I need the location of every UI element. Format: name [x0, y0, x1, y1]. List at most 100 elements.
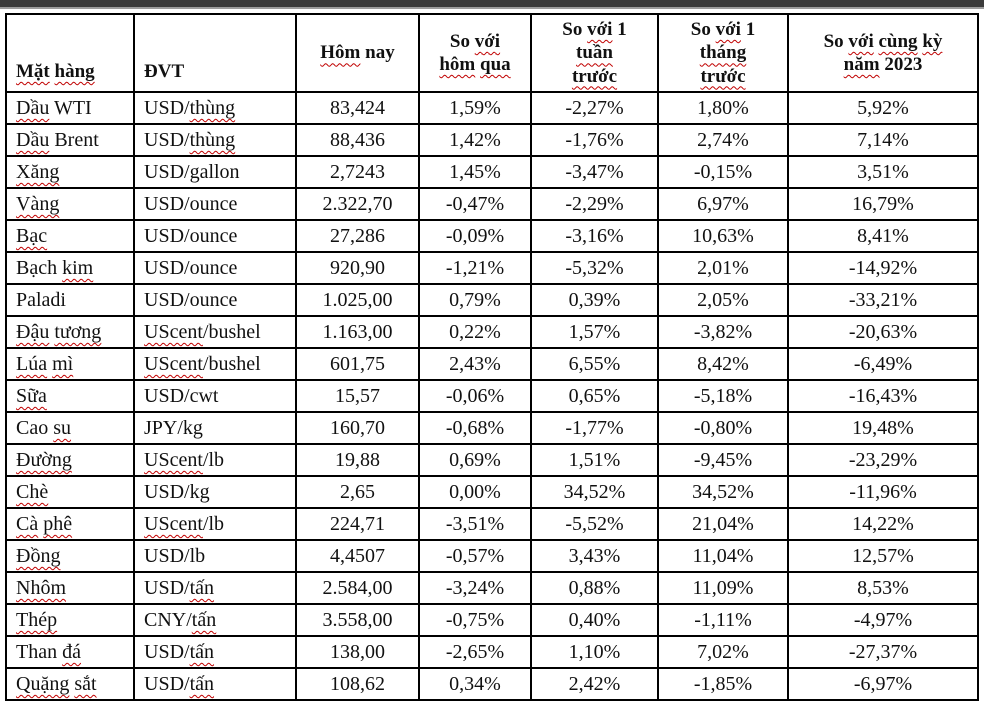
window-top-bar	[0, 0, 984, 9]
spellcheck-underline: thùng	[189, 97, 236, 119]
cell-vs_yesterday: -0,57%	[418, 539, 532, 573]
spellcheck-underline: tháng	[699, 42, 747, 64]
cell-vs_month: 2,05%	[657, 283, 789, 317]
cell-name: Sữa	[5, 379, 135, 413]
cell-unit: USD/kg	[133, 475, 297, 509]
cell-unit: USD/tấn	[133, 667, 297, 701]
cell-name: Cà phê	[5, 507, 135, 541]
cell-vs_week: 34,52%	[530, 475, 659, 509]
cell-name: Dầu WTI	[5, 91, 135, 125]
cell-vs_yesterday: -3,51%	[418, 507, 532, 541]
spellcheck-underline: hôm	[439, 54, 476, 75]
cell-unit: USD/ounce	[133, 283, 297, 317]
cell-today: 19,88	[295, 443, 420, 477]
spellcheck-underline: thùng	[189, 129, 236, 151]
cell-vs_yesterday: -3,24%	[418, 571, 532, 605]
cell-name: Chè	[5, 475, 135, 509]
cell-name: Bạch kim	[5, 251, 135, 285]
cell-vs_2023: 19,48%	[787, 411, 979, 445]
spellcheck-underline: Đậu	[16, 321, 50, 343]
table-row: Dầu Brent USD/thùng 88,436 1,42% -1,76% 2,74%…	[5, 123, 979, 157]
column-header-unit: ĐVT	[133, 13, 297, 93]
cell-vs_yesterday: 0,22%	[418, 315, 532, 349]
spellcheck-underline: trước	[571, 65, 618, 87]
cell-vs_2023: 8,53%	[787, 571, 979, 605]
spellcheck-underline: tương	[54, 321, 102, 343]
spellcheck-underline: Hôm	[320, 42, 361, 64]
cell-vs_week: -3,16%	[530, 219, 659, 253]
cell-name: Paladi	[5, 283, 135, 317]
cell-name: Than đá	[5, 635, 135, 669]
table-row: Quặng sắt USD/tấn 108,62 0,34% 2,42% -1,85% -6…	[5, 667, 979, 701]
cell-vs_yesterday: 0,69%	[418, 443, 532, 477]
table-row: Cà phê UScent/lb 224,71 -3,51% -5,52% 21,04% 1…	[5, 507, 979, 541]
cell-unit: USD/tấn	[133, 571, 297, 605]
spellcheck-underline: UScent	[144, 353, 203, 375]
cell-today: 108,62	[295, 667, 420, 701]
cell-unit: USD/thùng	[133, 123, 297, 157]
cell-vs_yesterday: -0,47%	[418, 187, 532, 221]
cell-vs_2023: 7,14%	[787, 123, 979, 157]
cell-vs_month: 2,74%	[657, 123, 789, 157]
table-row: Đường UScent/lb 19,88 0,69% 1,51% -9,45% -23,2…	[5, 443, 979, 477]
cell-name: Xăng	[5, 155, 135, 189]
spellcheck-underline: su	[53, 417, 72, 439]
spellcheck-underline: tấn	[191, 609, 217, 631]
column-header-vs_week: So với 1 tuần trước	[530, 13, 659, 93]
cell-vs_yesterday: -2,65%	[418, 635, 532, 669]
cell-unit: USD/gallon	[133, 155, 297, 189]
cell-unit: USD/ounce	[133, 187, 297, 221]
table-row: Đồng USD/lb 4,4507 -0,57% 3,43% 11,04% 12,57%	[5, 539, 979, 573]
cell-today: 2,65	[295, 475, 420, 509]
cell-vs_yesterday: -1,21%	[418, 251, 532, 285]
cell-vs_2023: -20,63%	[787, 315, 979, 349]
cell-vs_week: 1,57%	[530, 315, 659, 349]
cell-vs_2023: 16,79%	[787, 187, 979, 221]
spellcheck-underline: qua	[480, 54, 511, 75]
cell-unit: UScent/lb	[133, 443, 297, 477]
cell-unit: UScent/bushel	[133, 315, 297, 349]
table-body: Dầu WTI USD/thùng 83,424 1,59% -2,27% 1,80% 5,…	[5, 91, 979, 701]
column-header-vs_yesterday: So với hôm qua	[418, 13, 532, 93]
cell-vs_2023: -33,21%	[787, 283, 979, 317]
cell-vs_month: -1,85%	[657, 667, 789, 701]
spellcheck-underline: UScent	[144, 449, 203, 471]
commodity-price-table: Mặt hàng ĐVT Hôm nay So với hôm qua So với 1…	[5, 13, 979, 701]
cell-unit: CNY/tấn	[133, 603, 297, 637]
cell-today: 601,75	[295, 347, 420, 381]
cell-vs_month: 34,52%	[657, 475, 789, 509]
cell-vs_month: 7,02%	[657, 635, 789, 669]
cell-vs_month: -0,80%	[657, 411, 789, 445]
cell-today: 15,57	[295, 379, 420, 413]
cell-unit: UScent/bushel	[133, 347, 297, 381]
spellcheck-underline: Đồng	[16, 545, 61, 567]
cell-vs_2023: 12,57%	[787, 539, 979, 573]
cell-vs_week: -5,52%	[530, 507, 659, 541]
column-header-vs_2023: So với cùng kỳ năm 2023	[787, 13, 979, 93]
table-row: Bạch kim USD/ounce 920,90 -1,21% -5,32% 2,01%…	[5, 251, 979, 285]
cell-vs_2023: -6,97%	[787, 667, 979, 701]
cell-vs_2023: 8,41%	[787, 219, 979, 253]
cell-vs_month: 6,97%	[657, 187, 789, 221]
cell-name: Đậu tương	[5, 315, 135, 349]
spellcheck-underline: Vàng	[16, 193, 60, 215]
table-row: Đậu tương UScent/bushel 1.163,00 0,22% 1,57%…	[5, 315, 979, 349]
cell-vs_month: -9,45%	[657, 443, 789, 477]
cell-vs_week: 3,43%	[530, 539, 659, 573]
cell-today: 1.163,00	[295, 315, 420, 349]
cell-today: 27,286	[295, 219, 420, 253]
spellcheck-underline: Xăng	[16, 161, 60, 183]
cell-vs_2023: -11,96%	[787, 475, 979, 509]
cell-name: Đồng	[5, 539, 135, 573]
cell-name: Quặng sắt	[5, 667, 135, 701]
cell-vs_yesterday: 2,43%	[418, 347, 532, 381]
spellcheck-underline: Đường	[16, 449, 72, 471]
cell-vs_2023: -4,97%	[787, 603, 979, 637]
cell-today: 88,436	[295, 123, 420, 157]
cell-today: 2.322,70	[295, 187, 420, 221]
cell-vs_week: 0,40%	[530, 603, 659, 637]
cell-vs_week: -3,47%	[530, 155, 659, 189]
cell-unit: USD/tấn	[133, 635, 297, 669]
cell-unit: USD/cwt	[133, 379, 297, 413]
cell-name: Lúa mì	[5, 347, 135, 381]
